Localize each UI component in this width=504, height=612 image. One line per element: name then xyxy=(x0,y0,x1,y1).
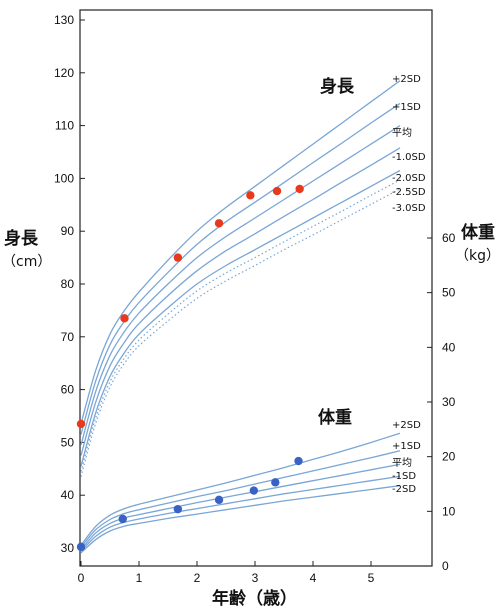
weight-sd-curves xyxy=(80,432,401,554)
height-curve-label-5: -2.5SD xyxy=(392,187,426,198)
x-tick-label-2: 2 xyxy=(194,571,201,585)
x-axis-title: 年齢（歳） xyxy=(212,588,297,609)
x-tick-label-3: 3 xyxy=(252,571,259,585)
left-axis-title-line2: （cm） xyxy=(2,254,51,270)
weight-sd-labels: +2SD +1SD 平均 -1SD -2SD xyxy=(392,420,421,495)
left-tick-label-80: 80 xyxy=(61,277,75,291)
height-curve-label-3: -1.0SD xyxy=(392,152,426,163)
left-tick-label-40: 40 xyxy=(61,488,75,502)
x-tick-label-4: 4 xyxy=(310,571,317,585)
weight-point-6 xyxy=(294,456,303,466)
x-axis-ticks: 0 1 2 3 4 5 xyxy=(78,561,375,585)
height-curve-0 xyxy=(80,80,401,425)
height-point-3 xyxy=(214,219,224,228)
left-axis-ticks: 30 40 50 60 70 80 90 100 110 120 130 xyxy=(54,13,85,555)
height-point-5 xyxy=(272,186,282,196)
right-tick-label-20: 20 xyxy=(442,450,456,464)
left-tick-label-110: 110 xyxy=(55,119,74,133)
weight-curve-1 xyxy=(80,450,401,548)
weight-curve-label-3: -1SD xyxy=(392,471,416,482)
plot-frame xyxy=(79,9,433,567)
left-tick-label-100: 100 xyxy=(54,171,74,185)
right-tick-label-30: 30 xyxy=(442,395,456,409)
x-tick-label-1: 1 xyxy=(136,571,143,585)
left-tick-label-120: 120 xyxy=(54,66,74,80)
height-curve-4 xyxy=(80,169,401,467)
weight-point-5 xyxy=(271,478,280,487)
weight-point-2 xyxy=(173,504,183,514)
weight-curve-3 xyxy=(80,475,401,552)
height-curve-label-6: -3.0SD xyxy=(392,203,426,214)
weight-point-1 xyxy=(118,514,127,524)
height-curve-3 xyxy=(80,147,401,456)
height-curve-6 xyxy=(80,188,401,477)
height-curve-1 xyxy=(80,102,401,435)
height-point-1 xyxy=(120,314,129,323)
right-axis-title-line1: 体重 xyxy=(461,222,495,243)
weight-section-title: 体重 xyxy=(318,407,352,428)
right-tick-label-50: 50 xyxy=(442,286,456,300)
x-tick-label-0: 0 xyxy=(78,571,85,585)
weight-curve-label-0: +2SD xyxy=(392,420,421,431)
weight-curve-2 xyxy=(80,463,401,551)
height-patient-points xyxy=(76,184,304,429)
left-tick-label-130: 130 xyxy=(54,13,74,27)
x-tick-label-5: 5 xyxy=(368,571,375,585)
weight-point-4 xyxy=(249,486,259,495)
height-curve-label-1: +1SD xyxy=(392,102,421,113)
weight-point-3 xyxy=(214,495,224,505)
right-tick-label-0: 0 xyxy=(442,559,449,573)
height-sd-curves xyxy=(80,80,401,477)
right-tick-label-10: 10 xyxy=(442,504,456,518)
weight-curve-label-4: -2SD xyxy=(392,484,416,495)
height-curve-5 xyxy=(80,179,401,472)
weight-curve-4 xyxy=(80,484,401,554)
left-tick-label-60: 60 xyxy=(61,383,75,397)
height-curve-label-4: -2.0SD xyxy=(392,173,426,184)
height-point-6 xyxy=(295,184,304,194)
right-tick-label-40: 40 xyxy=(442,340,456,354)
right-tick-label-60: 60 xyxy=(442,231,456,245)
height-curve-label-0: +2SD xyxy=(392,74,421,85)
weight-point-0 xyxy=(76,542,86,552)
weight-curve-label-1: +1SD xyxy=(392,441,421,452)
weight-patient-points xyxy=(76,456,303,552)
height-point-4 xyxy=(246,191,255,200)
height-curve-2 xyxy=(80,125,401,446)
left-tick-label-50: 50 xyxy=(61,435,75,449)
height-curve-label-2: 平均 xyxy=(392,127,412,139)
height-point-2 xyxy=(173,253,183,262)
left-tick-label-70: 70 xyxy=(61,330,75,344)
left-tick-label-90: 90 xyxy=(61,224,75,238)
height-sd-labels: +2SD +1SD 平均 -1.0SD -2.0SD -2.5SD -3.0SD xyxy=(392,74,426,214)
weight-curve-0 xyxy=(80,432,401,546)
right-axis-ticks: 0 10 20 30 40 50 60 xyxy=(427,231,456,573)
left-axis-title-line1: 身長 xyxy=(4,228,39,249)
right-axis-title-line2: （kg） xyxy=(455,248,500,264)
left-tick-label-30: 30 xyxy=(61,541,75,555)
weight-curve-label-2: 平均 xyxy=(392,457,412,469)
height-section-title: 身長 xyxy=(320,76,355,97)
height-point-0 xyxy=(76,419,86,429)
